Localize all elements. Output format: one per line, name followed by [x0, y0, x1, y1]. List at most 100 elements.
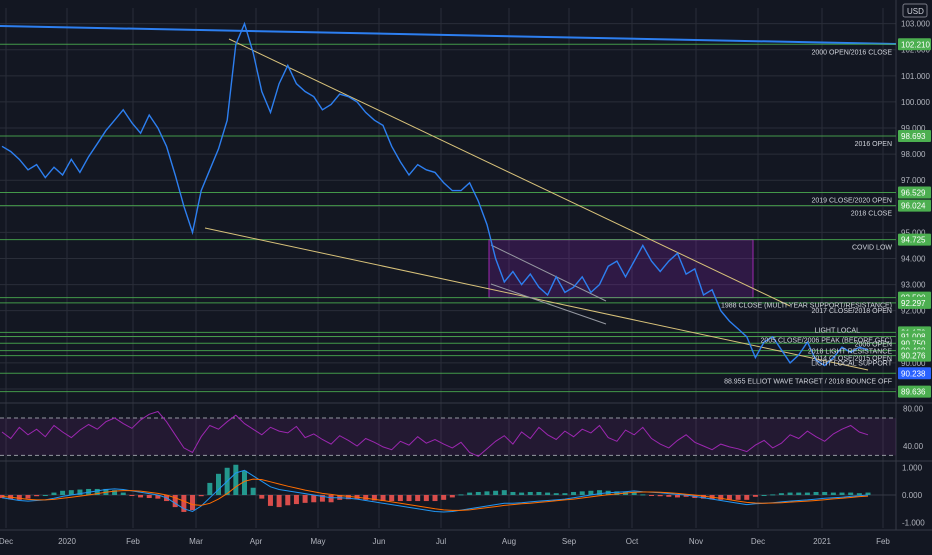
macd-histogram-bar	[744, 495, 750, 500]
macd-histogram-bar	[683, 495, 689, 497]
price-tag-label: 90.238	[901, 369, 926, 378]
price-tick-label: 90.000	[901, 359, 926, 368]
macd-histogram-bar	[778, 493, 784, 495]
macd-histogram-bar	[770, 494, 776, 496]
long-term-resistance-line[interactable]	[0, 25, 897, 45]
time-tick-label: Nov	[689, 537, 703, 546]
macd-histogram-bar	[120, 492, 126, 495]
price-tag-label: 91.008	[901, 333, 926, 342]
price-tag-label: 90.750	[901, 339, 926, 348]
upper-trendline[interactable]	[228, 38, 791, 307]
rsi-line[interactable]	[1, 410, 869, 457]
price-tick-label: 100.000	[901, 98, 930, 107]
macd-histogram-bar	[363, 495, 369, 500]
macd-histogram-bar	[726, 495, 732, 500]
time-tick-label: 2021	[813, 537, 831, 546]
macd-histogram-bar	[302, 495, 308, 503]
price-tag-label: 94.725	[901, 236, 926, 245]
level-label: COVID LOW	[852, 245, 892, 252]
macd-histogram-bar	[536, 491, 542, 495]
macd-histogram-bar	[181, 495, 187, 512]
macd-histogram-bar	[562, 493, 568, 495]
time-tick-label: Mar	[189, 537, 203, 546]
macd-histogram-bar	[475, 491, 481, 495]
channel-bottom-line[interactable]	[490, 283, 607, 325]
macd-histogram-bar	[700, 495, 706, 499]
macd-histogram-bar	[761, 495, 767, 496]
time-tick-label: Feb	[876, 537, 890, 546]
macd-histogram-bar	[467, 492, 473, 495]
macd-histogram-bar	[484, 491, 490, 495]
macd-histogram-bar	[813, 491, 819, 495]
macd-histogram-bar	[674, 495, 680, 498]
macd-histogram-bar	[406, 495, 412, 502]
price-tag	[898, 367, 931, 380]
macd-histogram-bar	[16, 495, 22, 500]
macd-histogram-bar	[138, 495, 144, 498]
macd-histogram-bar	[146, 495, 152, 499]
price-tick-label: 98.000	[901, 150, 926, 159]
macd-histogram-bar	[207, 482, 213, 495]
macd-histogram-bar	[25, 495, 31, 499]
channel-top-line[interactable]	[490, 244, 607, 302]
macd-histogram-bar	[493, 490, 499, 495]
macd-histogram-bar	[172, 495, 178, 508]
macd-line[interactable]	[1, 469, 869, 513]
macd-histogram-bar	[155, 495, 161, 499]
macd-histogram-bar	[267, 495, 273, 506]
macd-histogram-bar	[804, 492, 810, 495]
macd-histogram-bar	[34, 495, 40, 497]
price-tick-label: 101.000	[901, 72, 930, 81]
level-label: 88.955 ELLIOT WAVE TARGET / 2018 BOUNCE …	[724, 378, 892, 385]
macd-histogram-bar	[553, 493, 559, 495]
macd-histogram-bar	[371, 495, 377, 501]
macd-histogram-bar	[796, 492, 802, 495]
level-label: 2016 OPEN	[855, 141, 892, 148]
macd-histogram-bar	[614, 491, 620, 495]
macd-histogram-bar	[198, 495, 204, 497]
time-tick-label: Apr	[250, 537, 263, 546]
macd-histogram-bar	[250, 487, 256, 495]
macd-histogram-bar	[830, 492, 836, 495]
macd-histogram-bar	[649, 495, 654, 496]
time-tick-label: Dec	[0, 537, 13, 546]
price-tag-label: 89.636	[901, 388, 926, 397]
macd-histogram-bar	[94, 488, 100, 495]
price-tick-label: 103.000	[901, 20, 930, 29]
macd-histogram-bar	[527, 491, 533, 495]
macd-tick-label: 1.000	[902, 464, 923, 473]
macd-tick-label: 0.000	[902, 491, 923, 500]
macd-histogram-bar	[216, 473, 221, 495]
price-tick-label: 93.000	[901, 281, 926, 290]
macd-histogram-bar	[865, 492, 871, 495]
time-tick-label: Sep	[562, 537, 577, 546]
signal-line[interactable]	[1, 478, 869, 511]
macd-histogram-bar	[519, 492, 525, 495]
macd-histogram-bar	[77, 489, 83, 495]
macd-histogram-bar	[848, 492, 854, 495]
macd-tick-label: -1.000	[902, 519, 925, 528]
price-tag	[898, 199, 931, 212]
macd-histogram-bar	[190, 495, 196, 511]
rsi-tick-label: 40.00	[903, 442, 924, 451]
macd-histogram-bar	[345, 495, 351, 500]
price-tag-label: 90.276	[901, 352, 926, 361]
currency-badge[interactable]	[902, 3, 928, 18]
lower-trendline[interactable]	[204, 227, 869, 371]
macd-histogram-bar	[510, 491, 516, 495]
price-tag-label: 98.693	[901, 132, 926, 141]
macd-histogram-bar	[68, 490, 74, 495]
currency-label: USD	[907, 7, 924, 16]
time-tick-label: Dec	[751, 537, 765, 546]
price-line[interactable]	[1, 21, 869, 367]
level-label: 2000 OPEN/2016 CLOSE	[811, 49, 892, 56]
macd-histogram-bar	[588, 490, 594, 495]
price-tag-label: 102.210	[901, 40, 930, 49]
time-tick-label: Aug	[502, 537, 516, 546]
time-tick-label: 2020	[58, 537, 76, 546]
macd-histogram-bar	[129, 495, 135, 496]
macd-histogram-bar	[51, 492, 57, 495]
level-label: 2018 LIGHT RESISTANCE	[808, 348, 892, 355]
macd-histogram-bar	[415, 495, 421, 502]
